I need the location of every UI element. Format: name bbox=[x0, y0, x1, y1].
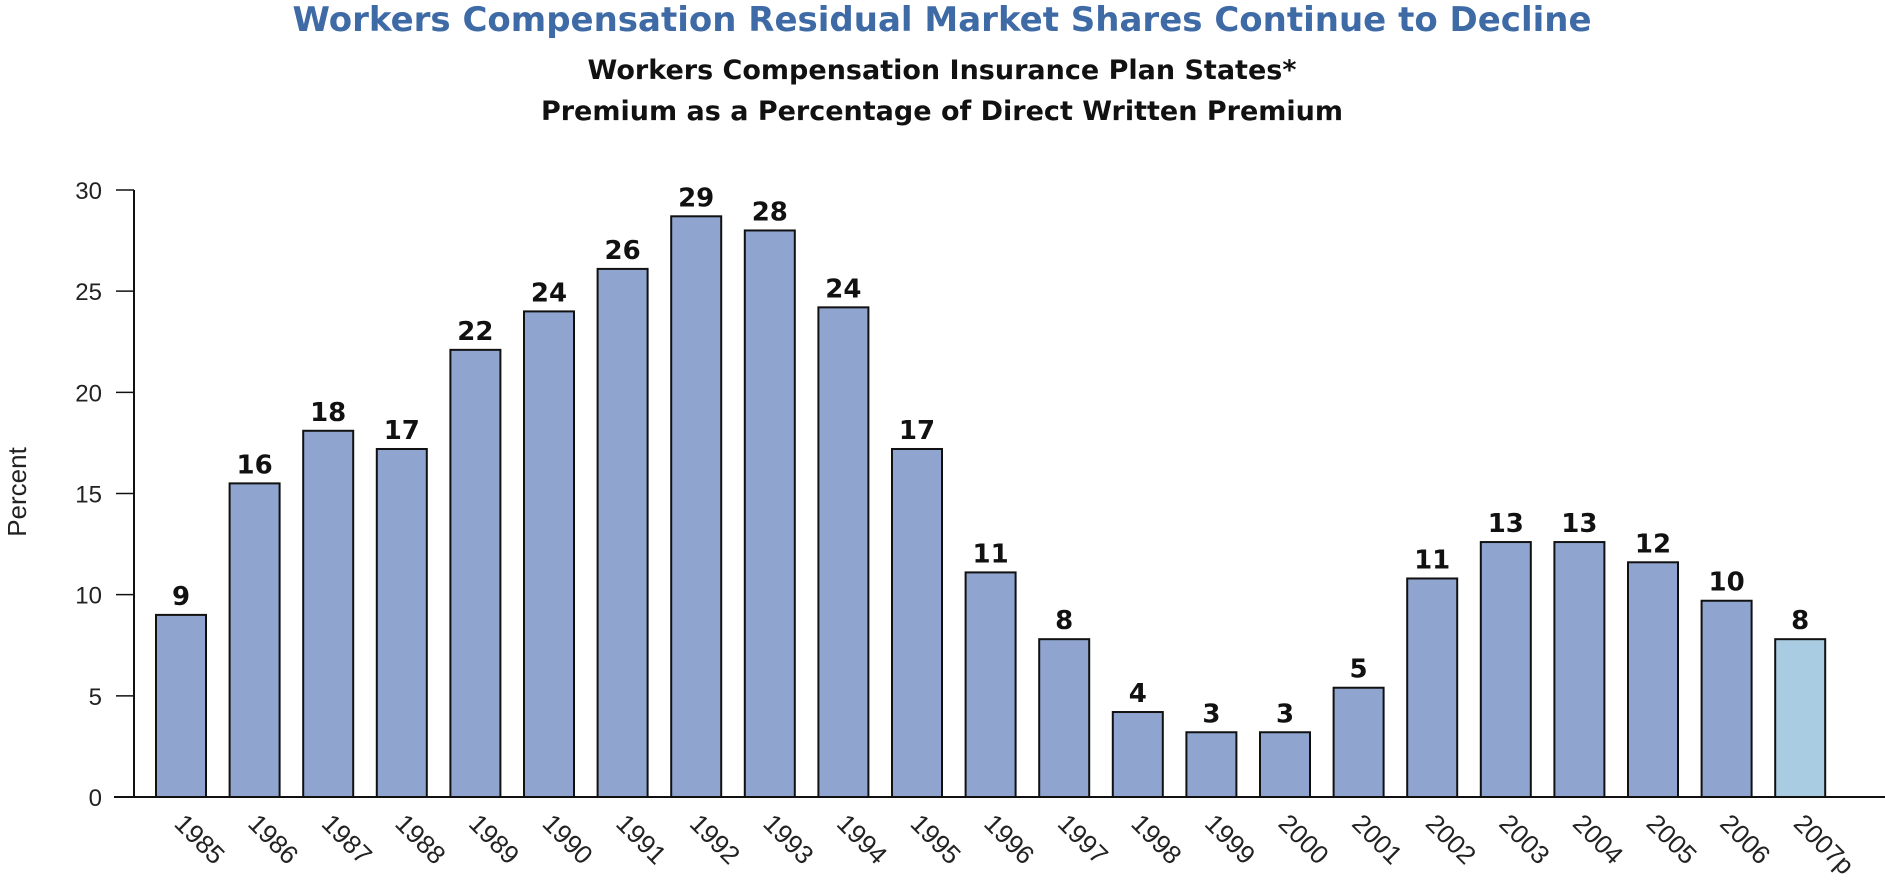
bar bbox=[1332, 686, 1385, 798]
bar-value-label: 5 bbox=[1350, 655, 1368, 685]
x-tick-label: 2002 bbox=[1420, 808, 1482, 870]
y-tick-label: 0 bbox=[89, 785, 102, 812]
x-tick-label: 2004 bbox=[1567, 808, 1629, 870]
bar bbox=[1774, 638, 1827, 798]
axes bbox=[114, 190, 1885, 798]
bar-value-label: 3 bbox=[1276, 699, 1294, 729]
bar bbox=[1627, 561, 1679, 798]
x-tick-label: 2007p bbox=[1788, 808, 1860, 880]
bar-value-label: 11 bbox=[1414, 545, 1450, 575]
bar bbox=[1259, 731, 1311, 799]
bar-value-label: 12 bbox=[1635, 529, 1671, 559]
y-tick-label: 10 bbox=[75, 583, 102, 610]
bar-value-label: 13 bbox=[1488, 509, 1524, 539]
y-tick-label: 5 bbox=[89, 684, 102, 711]
x-tick-label: 1999 bbox=[1199, 808, 1261, 870]
bar bbox=[228, 482, 281, 798]
x-tick-label: 1988 bbox=[390, 808, 452, 870]
bar bbox=[596, 267, 649, 799]
y-tick-label: 20 bbox=[75, 380, 102, 407]
x-tick-label: 2006 bbox=[1714, 808, 1776, 870]
bar-value-label: 22 bbox=[457, 317, 493, 347]
y-axis-label: Percent bbox=[2, 446, 32, 536]
bar-value-label: 11 bbox=[973, 539, 1009, 569]
bar-value-label: 8 bbox=[1791, 606, 1809, 636]
bar-value-label: 4 bbox=[1129, 679, 1147, 709]
bar bbox=[817, 306, 870, 798]
bar-value-label: 3 bbox=[1202, 699, 1220, 729]
bar-value-label: 9 bbox=[172, 582, 190, 612]
y-tick-label: 30 bbox=[75, 178, 102, 205]
bar bbox=[1111, 711, 1164, 799]
bar bbox=[891, 447, 943, 798]
bar-value-label: 18 bbox=[310, 398, 346, 428]
bar-value-label: 17 bbox=[384, 416, 420, 446]
y-tick-label: 25 bbox=[75, 279, 102, 306]
x-tick-label: 1995 bbox=[905, 808, 967, 870]
y-axis: 0 5 10 15 20 25 30 bbox=[75, 178, 134, 812]
bar-value-label: 16 bbox=[237, 450, 273, 480]
x-tick-label: 2003 bbox=[1494, 808, 1556, 870]
bar bbox=[743, 229, 796, 798]
bar-value-label: 13 bbox=[1561, 509, 1597, 539]
chart-subtitle: Workers Compensation Insurance Plan Stat… bbox=[588, 55, 1297, 86]
bar-value-label: 17 bbox=[899, 416, 935, 446]
bar bbox=[449, 348, 502, 798]
bar-series bbox=[155, 215, 1827, 799]
bar-value-label: 24 bbox=[825, 274, 861, 304]
x-tick-label: 1992 bbox=[684, 808, 746, 870]
bar bbox=[1479, 541, 1532, 798]
value-labels: 9 16 18 17 22 24 26 29 28 24 17 11 8 4 3 3 5 11 13 13 12 10 8 bbox=[172, 183, 1809, 729]
bar bbox=[1038, 638, 1091, 798]
x-tick-label: 1997 bbox=[1052, 808, 1114, 870]
x-tick-label: 1986 bbox=[242, 808, 304, 870]
x-tick-label: 1998 bbox=[1126, 808, 1188, 870]
x-tick-label: 1994 bbox=[831, 808, 893, 870]
bar bbox=[375, 447, 428, 798]
chart-title: Workers Compensation Residual Market Sha… bbox=[292, 0, 1591, 40]
bar bbox=[155, 613, 207, 799]
bar-value-label: 26 bbox=[605, 236, 641, 266]
x-tick-label: 1987 bbox=[316, 808, 378, 870]
bar-value-label: 29 bbox=[678, 183, 714, 213]
bar bbox=[1406, 577, 1459, 798]
bar bbox=[1700, 599, 1753, 799]
bar-value-label: 28 bbox=[752, 197, 788, 227]
bar bbox=[1553, 541, 1606, 798]
y-tick-label: 15 bbox=[75, 482, 102, 509]
bar-value-label: 24 bbox=[531, 278, 567, 308]
bar bbox=[670, 215, 723, 798]
bar-value-label: 8 bbox=[1055, 606, 1073, 636]
x-tick-label: 1991 bbox=[610, 808, 672, 870]
x-tick-label: 1990 bbox=[537, 808, 599, 870]
x-tick-label: 2005 bbox=[1641, 808, 1703, 870]
chart-subtitle-2: Premium as a Percentage of Direct Writte… bbox=[541, 96, 1343, 127]
bar bbox=[523, 310, 575, 798]
x-tick-label: 1996 bbox=[978, 808, 1040, 870]
bar-value-label: 10 bbox=[1709, 568, 1745, 598]
bar bbox=[964, 571, 1017, 798]
bar bbox=[1185, 731, 1238, 799]
x-tick-label: 1985 bbox=[169, 808, 231, 870]
x-tick-label: 2000 bbox=[1273, 808, 1335, 870]
x-axis: 1985 1986 1987 1988 1989 1990 1991 1992 1993 1994… bbox=[169, 808, 1861, 880]
x-tick-label: 2001 bbox=[1346, 808, 1408, 870]
bar bbox=[302, 429, 355, 798]
x-tick-label: 1993 bbox=[758, 808, 820, 870]
x-tick-label: 1989 bbox=[463, 808, 525, 870]
